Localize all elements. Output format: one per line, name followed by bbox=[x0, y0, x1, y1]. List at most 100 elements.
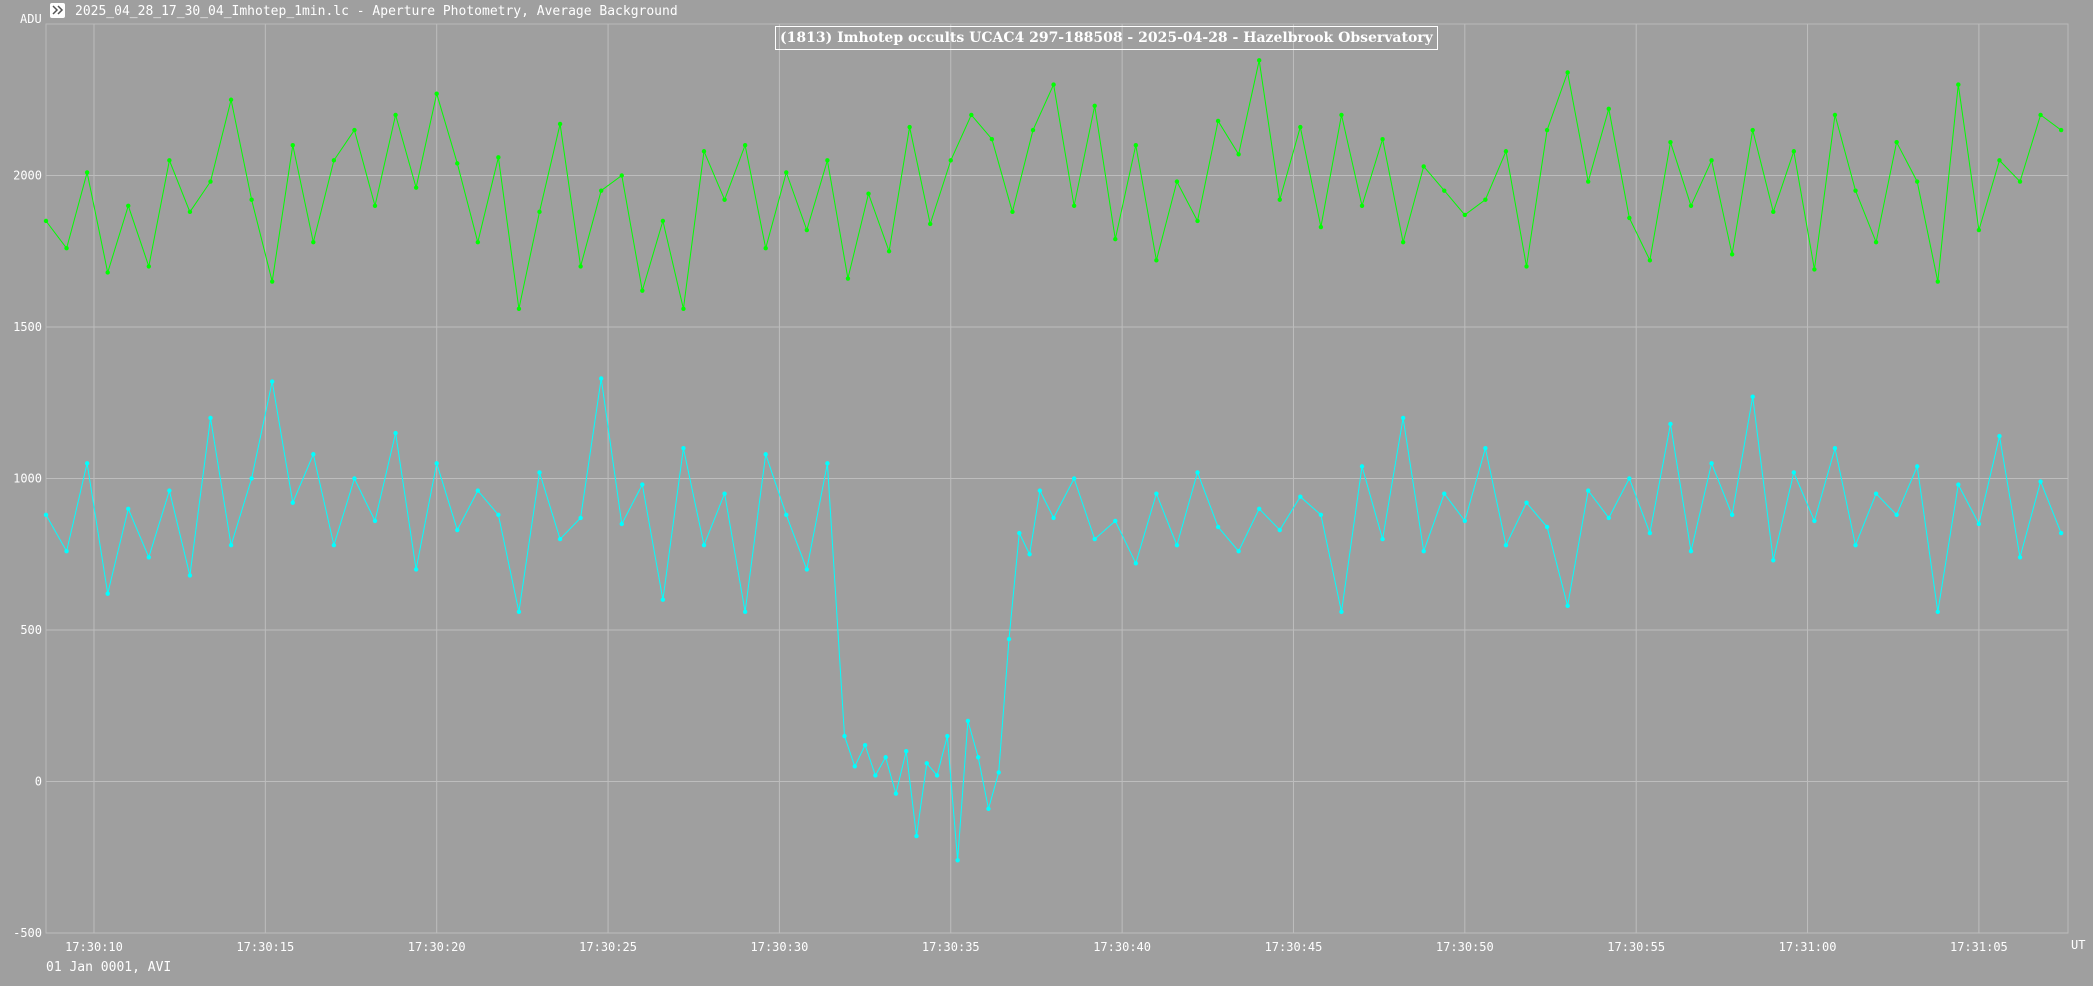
data-point bbox=[1030, 127, 1036, 133]
axis-ticks: -500 0 500 1000 1500 2000 17:30:10 17:30:15 17:3… bbox=[13, 169, 2085, 955]
data-point bbox=[1462, 518, 1468, 524]
x-tick-label: 17:30:50 bbox=[1436, 940, 1494, 954]
data-point bbox=[475, 488, 481, 493]
data-point bbox=[1791, 149, 1797, 154]
data-point bbox=[537, 470, 542, 475]
y-tick-label: 1000 bbox=[13, 472, 42, 486]
data-point bbox=[825, 461, 830, 466]
data-point bbox=[1483, 446, 1488, 451]
data-point bbox=[1195, 218, 1200, 224]
data-point bbox=[948, 158, 953, 163]
data-point bbox=[965, 718, 971, 724]
data-point bbox=[1113, 236, 1118, 242]
data-point bbox=[1017, 530, 1022, 536]
data-point bbox=[619, 521, 624, 527]
data-point bbox=[1894, 139, 1899, 145]
data-point bbox=[434, 91, 439, 96]
data-point bbox=[187, 573, 193, 578]
data-point bbox=[862, 742, 868, 748]
data-point bbox=[331, 542, 337, 548]
data-point bbox=[1544, 127, 1550, 133]
data-point bbox=[2017, 179, 2023, 184]
data-point bbox=[64, 549, 69, 554]
series-1 bbox=[43, 58, 2064, 312]
data-point bbox=[1524, 500, 1529, 505]
app-logo-icon[interactable] bbox=[50, 3, 65, 18]
data-point bbox=[1544, 524, 1550, 530]
data-point bbox=[105, 270, 110, 275]
data-point bbox=[269, 379, 275, 384]
data-point bbox=[2038, 112, 2043, 118]
data-point bbox=[1400, 415, 1406, 421]
data-point bbox=[2058, 127, 2064, 133]
data-point bbox=[413, 567, 419, 572]
data-point bbox=[1421, 549, 1426, 554]
series-line bbox=[45, 378, 2062, 861]
data-point bbox=[1956, 82, 1961, 87]
data-point bbox=[763, 246, 768, 251]
data-point bbox=[1442, 188, 1447, 193]
data-point bbox=[1709, 461, 1714, 466]
grid-lines bbox=[45, 23, 2069, 934]
data-point bbox=[249, 476, 254, 481]
data-point bbox=[352, 127, 357, 133]
data-point bbox=[845, 276, 851, 281]
data-point bbox=[1051, 82, 1056, 87]
data-point bbox=[578, 515, 583, 521]
data-point bbox=[1750, 127, 1755, 133]
data-point bbox=[84, 170, 90, 175]
data-point bbox=[105, 591, 110, 596]
data-point bbox=[1586, 488, 1591, 493]
data-point bbox=[1606, 515, 1611, 521]
data-point bbox=[208, 179, 213, 184]
x-tick-label: 17:30:35 bbox=[922, 940, 980, 954]
data-point bbox=[1976, 521, 1982, 527]
y-tick-label: 500 bbox=[20, 623, 42, 637]
x-tick-label: 17:30:15 bbox=[236, 940, 294, 954]
data-point bbox=[43, 512, 49, 518]
data-point bbox=[208, 415, 213, 421]
data-point bbox=[1298, 494, 1303, 499]
x-tick-label: 17:30:55 bbox=[1607, 940, 1665, 954]
data-point bbox=[372, 518, 378, 524]
y-tick-label: -500 bbox=[13, 926, 42, 940]
data-point bbox=[516, 306, 522, 312]
y-tick-label: 1500 bbox=[13, 320, 42, 334]
data-point bbox=[1071, 476, 1077, 481]
data-point bbox=[43, 218, 49, 224]
data-point bbox=[742, 609, 748, 615]
data-point bbox=[393, 430, 398, 436]
data-point bbox=[352, 476, 357, 481]
data-point bbox=[1133, 143, 1139, 148]
data-point bbox=[1277, 527, 1282, 533]
x-tick-label: 17:30:30 bbox=[751, 940, 809, 954]
data-point bbox=[1586, 179, 1591, 184]
data-point bbox=[1359, 203, 1365, 208]
data-point bbox=[393, 112, 398, 118]
x-tick-label: 17:30:25 bbox=[579, 940, 637, 954]
data-point bbox=[1709, 158, 1714, 163]
data-point bbox=[1037, 488, 1043, 493]
data-point bbox=[228, 542, 234, 548]
data-point bbox=[945, 733, 950, 739]
data-point bbox=[537, 209, 542, 215]
data-point bbox=[84, 461, 90, 466]
data-point bbox=[578, 264, 583, 269]
data-point bbox=[331, 158, 337, 163]
data-point bbox=[1771, 558, 1776, 563]
data-point bbox=[1791, 470, 1797, 475]
data-point bbox=[311, 452, 316, 457]
data-point bbox=[1750, 394, 1755, 399]
data-point bbox=[1092, 536, 1097, 542]
data-point bbox=[1462, 212, 1468, 218]
data-point bbox=[1524, 264, 1529, 269]
data-point bbox=[167, 488, 172, 493]
data-point bbox=[1503, 149, 1509, 154]
data-point bbox=[1915, 179, 1920, 184]
data-point bbox=[1668, 139, 1673, 145]
series-2 bbox=[43, 376, 2064, 863]
data-point bbox=[722, 491, 727, 496]
data-point bbox=[1503, 542, 1509, 548]
data-point bbox=[1647, 530, 1653, 536]
data-point bbox=[1853, 542, 1858, 548]
